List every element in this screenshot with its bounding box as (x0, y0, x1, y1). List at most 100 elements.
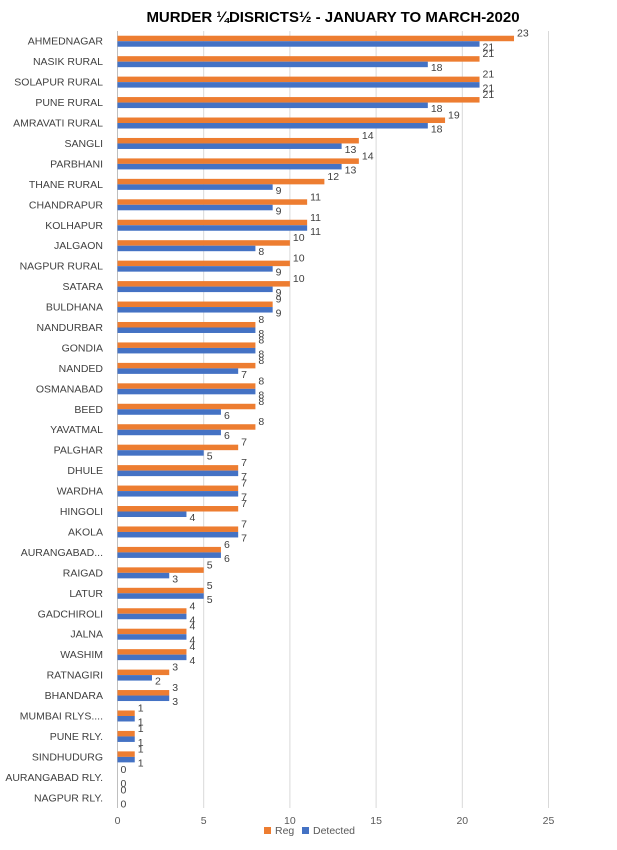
value-label-detected: 8 (258, 348, 264, 360)
bar-reg (117, 526, 239, 532)
bar-detected (117, 327, 256, 333)
value-label-reg: 23 (517, 28, 529, 40)
bar-reg (117, 117, 446, 124)
legend-swatch-detected (302, 827, 309, 834)
category-label: BEED (74, 404, 103, 416)
bar-detected (117, 511, 187, 518)
bar-reg (117, 424, 256, 430)
value-label-detected: 21 (483, 42, 495, 54)
bar-detected (117, 123, 428, 129)
category-label: THANE RURAL (29, 179, 103, 191)
value-label-reg: 10 (293, 253, 305, 265)
value-label-reg: 4 (189, 641, 195, 653)
value-label-detected: 9 (276, 287, 282, 299)
category-label: NAGPUR RURAL (20, 261, 104, 273)
value-label-reg: 1 (138, 743, 144, 755)
category-label: SANGLI (64, 138, 103, 150)
value-label-reg: 8 (258, 396, 264, 408)
bar-detected (117, 347, 256, 354)
bar-reg (117, 76, 480, 83)
bar-reg (117, 730, 135, 737)
value-label-detected: 5 (207, 594, 213, 606)
bar-reg (117, 342, 256, 348)
value-label-detected: 8 (258, 389, 264, 401)
bar-detected (117, 736, 135, 742)
value-label-reg: 8 (258, 375, 264, 387)
value-label-detected: 7 (241, 532, 247, 544)
bar-detected (117, 307, 273, 313)
category-label: BHANDARA (45, 690, 103, 702)
category-label: AMRAVATI RURAL (13, 118, 103, 130)
bar-detected (117, 552, 221, 558)
bar-detected (117, 695, 170, 702)
bar-detected (117, 245, 256, 252)
bar-detected (117, 593, 204, 599)
bar-reg (117, 56, 480, 62)
value-label-reg: 10 (293, 273, 305, 285)
bar-reg (117, 321, 256, 328)
bar-detected (117, 82, 480, 88)
value-label-detected: 6 (224, 410, 230, 422)
category-label: WASHIM (60, 649, 103, 661)
bar-detected (117, 654, 187, 661)
bar-reg (117, 710, 135, 716)
value-label-detected: 9 (276, 267, 282, 279)
bar-detected (117, 388, 256, 395)
value-label-detected: 3 (172, 573, 178, 585)
bar-detected (117, 613, 187, 620)
bar-detected (117, 163, 342, 170)
value-label-detected: 4 (189, 614, 195, 626)
value-label-reg: 12 (327, 171, 339, 183)
bar-detected (117, 204, 273, 211)
category-label: GADCHIROLI (38, 608, 103, 620)
bar-detected (117, 409, 221, 415)
value-label-reg: 21 (483, 89, 495, 101)
value-label-detected: 8 (258, 246, 264, 258)
bar-detected (117, 286, 273, 293)
value-label-reg: 14 (362, 150, 374, 162)
category-labels: AHMEDNAGAR NASIK RURAL SOLAPUR RURAL PUNE R… (5, 36, 103, 805)
bar-reg (117, 260, 290, 267)
value-label-detected: 8 (258, 328, 264, 340)
category-label: SOLAPUR RURAL (14, 77, 103, 89)
value-label-detected: 7 (241, 369, 247, 381)
value-label-reg: 8 (258, 314, 264, 326)
value-label-detected: 1 (138, 757, 144, 769)
bar-detected (117, 143, 342, 149)
value-label-detected: 13 (345, 164, 357, 176)
bar-reg (117, 649, 187, 655)
value-label-detected: 13 (345, 144, 357, 156)
bar-reg (117, 35, 515, 42)
x-tick-label: 25 (543, 815, 555, 827)
category-label: SATARA (63, 281, 103, 293)
value-label-reg: 5 (207, 580, 213, 592)
value-label-reg: 3 (172, 682, 178, 694)
bar-reg (117, 158, 359, 164)
bar-detected (117, 184, 273, 190)
bar-reg (117, 444, 239, 451)
legend-swatch-reg (264, 827, 271, 834)
category-label: AHMEDNAGAR (28, 36, 104, 48)
bar-reg (117, 690, 170, 696)
bar-reg (117, 751, 135, 757)
category-label: NAGPUR RLY. (34, 792, 103, 804)
category-label: CHANDRAPUR (29, 199, 104, 211)
category-label: KOLHAPUR (45, 220, 103, 232)
bar-reg (117, 178, 325, 185)
bar-reg (117, 485, 239, 492)
bar-reg (117, 608, 187, 614)
category-label: RAIGAD (63, 567, 104, 579)
value-label-detected: 7 (241, 471, 247, 483)
value-label-reg: 8 (258, 334, 264, 346)
value-label-reg: 0 (121, 764, 127, 776)
value-label-reg: 7 (241, 457, 247, 469)
bar-reg (117, 506, 239, 512)
value-label-detected: 11 (310, 226, 321, 238)
value-label-reg: 4 (189, 600, 195, 612)
category-label: PALGHAR (54, 445, 104, 457)
legend-label-detected: Detected (313, 825, 355, 837)
value-label-reg: 0 (121, 784, 127, 796)
bar-detected (117, 756, 135, 763)
bar-reg (117, 669, 170, 676)
